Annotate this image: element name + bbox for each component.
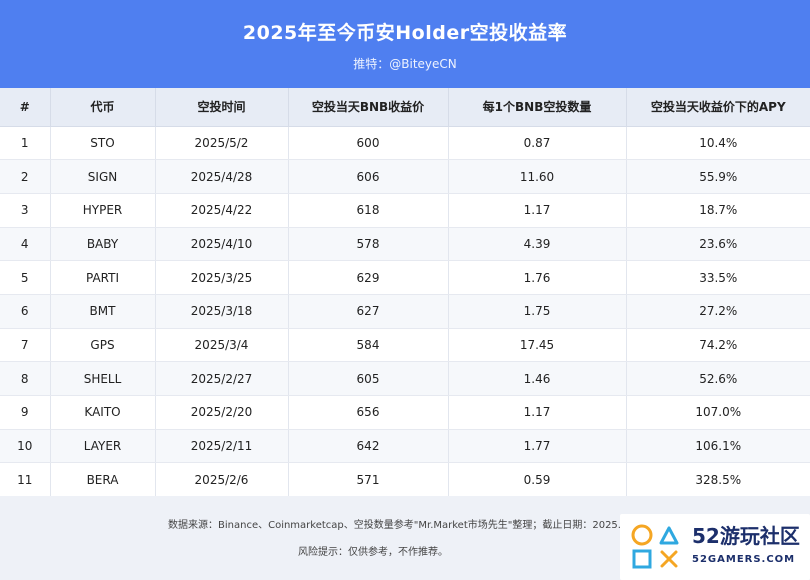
column-header: 空投当天BNB收益价 [288,88,449,127]
table-row: 3 HYPER 2025/4/22 618 1.17 18.7% [0,193,810,228]
table-cell: BABY [50,227,156,262]
table-row: 9 KAITO 2025/2/20 656 1.17 107.0% [0,395,810,430]
table-cell: 10 [0,429,51,464]
table-cell: LAYER [50,429,156,464]
airdrop-table: # 代币 空投时间 空投当天BNB收益价 每1个BNB空投数量 空投当天收益价下… [0,88,810,498]
table-cell: 23.6% [626,227,810,262]
table-cell: 0.87 [448,126,627,161]
table-cell: 2025/3/25 [155,260,289,295]
table-cell: 2025/4/28 [155,159,289,194]
table-cell: 578 [288,227,449,262]
table-cell: 2025/4/22 [155,193,289,228]
table-cell: 328.5% [626,462,810,498]
table-cell: 27.2% [626,294,810,329]
page-title: 2025年至今币安Holder空投收益率 [242,22,568,44]
table-cell: PARTI [50,260,156,295]
table-cell: GPS [50,328,156,363]
table-row: 11 BERA 2025/2/6 571 0.59 328.5% [0,462,810,498]
table-cell: 584 [288,328,449,363]
watermark-logo: 52游玩社区 52GAMERS.COM [620,514,810,580]
table-cell: 606 [288,159,449,194]
table-cell: 11 [0,462,51,498]
table-cell: 55.9% [626,159,810,194]
table-cell: 642 [288,429,449,464]
table-cell: 2025/4/10 [155,227,289,262]
table-cell: 11.60 [448,159,627,194]
table-cell: 52.6% [626,361,810,396]
column-header: # [0,88,51,127]
table-cell: 2025/5/2 [155,126,289,161]
table-cell: 10.4% [626,126,810,161]
table-row: 7 GPS 2025/3/4 584 17.45 74.2% [0,328,810,363]
table-cell: 1.46 [448,361,627,396]
table-cell: 74.2% [626,328,810,363]
table-cell: 2025/2/27 [155,361,289,396]
table-header-row: # 代币 空投时间 空投当天BNB收益价 每1个BNB空投数量 空投当天收益价下… [0,88,810,127]
table-cell: 106.1% [626,429,810,464]
table-cell: 9 [0,395,51,430]
table-cell: 5 [0,260,51,295]
table-cell: 2025/2/11 [155,429,289,464]
table-row: 6 BMT 2025/3/18 627 1.75 27.2% [0,294,810,329]
table-cell: 605 [288,361,449,396]
table-row: 1 STO 2025/5/2 600 0.87 10.4% [0,126,810,161]
gamepad-symbols-icon [631,524,679,569]
table-row: 10 LAYER 2025/2/11 642 1.77 106.1% [0,429,810,464]
column-header: 空投当天收益价下的APY [626,88,810,127]
table-row: 8 SHELL 2025/2/27 605 1.46 52.6% [0,361,810,396]
table-cell: 1.76 [448,260,627,295]
table-cell: 2025/3/18 [155,294,289,329]
table-cell: 2025/3/4 [155,328,289,363]
column-header: 每1个BNB空投数量 [448,88,627,127]
table-cell: SHELL [50,361,156,396]
table-cell: 618 [288,193,449,228]
table-cell: 1.17 [448,395,627,430]
table-cell: 656 [288,395,449,430]
table-cell: 17.45 [448,328,627,363]
table-cell: SIGN [50,159,156,194]
table-row: 5 PARTI 2025/3/25 629 1.76 33.5% [0,260,810,295]
table-cell: STO [50,126,156,161]
table-cell: 627 [288,294,449,329]
table-cell: 3 [0,193,51,228]
table-cell: 8 [0,361,51,396]
table-body: 1 STO 2025/5/2 600 0.87 10.4% 2 SIGN 2025/4/28 60… [0,126,810,498]
table-cell: 1.77 [448,429,627,464]
table-cell: 1 [0,126,51,161]
table-cell: 571 [288,462,449,498]
column-header: 空投时间 [155,88,289,127]
table-row: 2 SIGN 2025/4/28 606 11.60 55.9% [0,159,810,194]
table-cell: 0.59 [448,462,627,498]
page-subtitle: 推特：@BiteyeCN [353,57,457,71]
data-source-note: 数据来源：Binance、Coinmarketcap、空投数量参考"Mr.Mar… [168,520,628,531]
table-cell: 600 [288,126,449,161]
table-cell: BERA [50,462,156,498]
table-cell: 2 [0,159,51,194]
table-cell: HYPER [50,193,156,228]
table-cell: 629 [288,260,449,295]
table-cell: 2025/2/20 [155,395,289,430]
table-cell: 6 [0,294,51,329]
table-cell: KAITO [50,395,156,430]
column-header: 代币 [50,88,156,127]
table-cell: 33.5% [626,260,810,295]
risk-note: 风险提示：仅供参考，不作推荐。 [298,547,448,558]
table-cell: 1.75 [448,294,627,329]
table-row: 4 BABY 2025/4/10 578 4.39 23.6% [0,227,810,262]
watermark-url: 52GAMERS.COM [692,554,796,565]
report-header: 2025年至今币安Holder空投收益率 推特：@BiteyeCN [0,0,810,88]
table-cell: 2025/2/6 [155,462,289,498]
table-cell: 1.17 [448,193,627,228]
table-cell: 7 [0,328,51,363]
table-cell: 18.7% [626,193,810,228]
table-cell: 4.39 [448,227,627,262]
watermark-name: 52游玩社区 [692,524,800,548]
table-cell: BMT [50,294,156,329]
table-cell: 4 [0,227,51,262]
table-cell: 107.0% [626,395,810,430]
